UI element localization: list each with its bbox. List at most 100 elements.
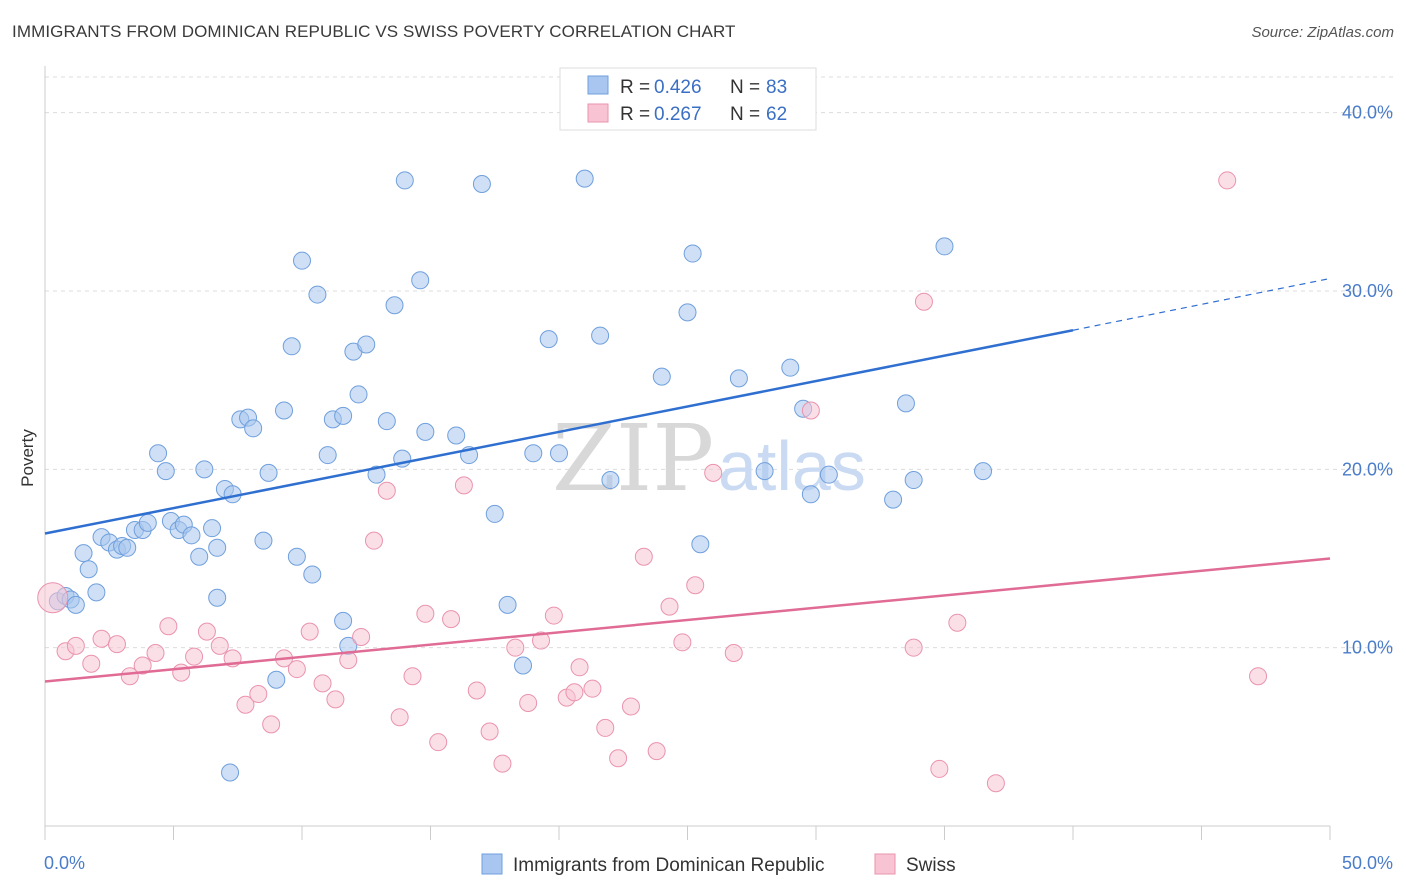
- point-swiss: [480, 722, 499, 741]
- point-swiss: [544, 606, 563, 625]
- point-swiss: [300, 622, 319, 641]
- point-swiss: [660, 597, 679, 616]
- bottom-legend-label-dominican: Immigrants from Dominican Republic: [513, 855, 825, 876]
- point-dominican: [208, 538, 227, 557]
- point-swiss: [403, 667, 422, 686]
- point-dominican: [74, 544, 93, 563]
- axes: [44, 66, 1331, 840]
- point-dominican: [156, 462, 175, 481]
- point-swiss: [326, 690, 345, 709]
- y-tick-label-30: 30.0%: [1342, 281, 1393, 301]
- point-dominican: [287, 547, 306, 566]
- legend-box: R = 0.426 N = 83 R = 0.267 N = 62: [559, 67, 817, 131]
- point-dominican: [904, 471, 923, 490]
- point-dominican: [539, 330, 558, 349]
- point-dominican: [208, 588, 227, 607]
- y-tick-labels: 10.0% 20.0% 30.0% 40.0%: [1342, 103, 1393, 658]
- point-swiss: [82, 654, 101, 673]
- bottom-legend-label-swiss: Swiss: [906, 855, 956, 876]
- point-dominican: [190, 547, 209, 566]
- y-axis-title: Poverty: [18, 429, 37, 487]
- chart-title: IMMIGRANTS FROM DOMINICAN REPUBLIC VS SW…: [12, 22, 736, 41]
- trend-line-extension-dominican: [1072, 277, 1331, 331]
- point-dominican: [349, 385, 368, 404]
- point-dominican: [819, 465, 838, 484]
- point-dominican: [601, 471, 620, 490]
- y-tick-label-20: 20.0%: [1342, 459, 1393, 479]
- point-swiss: [1249, 667, 1268, 686]
- point-swiss: [197, 622, 216, 641]
- point-dominican: [935, 237, 954, 256]
- point-dominican: [195, 460, 214, 479]
- point-swiss: [948, 613, 967, 632]
- point-swiss: [704, 463, 723, 482]
- bottom-legend-swatch-swiss: [874, 853, 896, 875]
- legend-n-value-2: 62: [766, 104, 787, 125]
- point-dominican: [244, 419, 263, 438]
- point-dominican: [411, 271, 430, 290]
- point-dominican: [203, 519, 222, 538]
- point-swiss: [493, 754, 512, 773]
- point-swiss: [92, 629, 111, 648]
- watermark: ZIP atlas: [552, 405, 866, 512]
- legend-n-label-2: N =: [730, 104, 760, 125]
- trend-lines: [44, 277, 1331, 683]
- point-dominican: [691, 535, 710, 554]
- point-swiss: [442, 610, 461, 629]
- point-swiss: [287, 660, 306, 679]
- source-label: Source: ZipAtlas.com: [1251, 24, 1394, 41]
- point-swiss: [364, 531, 383, 550]
- point-dominican: [149, 444, 168, 463]
- point-dominican: [385, 296, 404, 315]
- legend-n-value-1: 83: [766, 77, 787, 98]
- point-dominican: [334, 406, 353, 425]
- point-swiss: [519, 693, 538, 712]
- point-swiss: [532, 631, 551, 650]
- point-dominican: [472, 175, 491, 193]
- point-swiss: [609, 749, 628, 768]
- point-dominican: [884, 490, 903, 509]
- point-dominican: [678, 303, 697, 322]
- point-dominican: [357, 335, 376, 354]
- point-dominican: [447, 426, 466, 445]
- point-swiss: [1218, 171, 1237, 190]
- point-dominican: [267, 670, 286, 689]
- point-dominican: [514, 656, 533, 675]
- point-swiss: [467, 681, 486, 700]
- point-dominican: [282, 337, 301, 356]
- point-dominican: [66, 595, 85, 614]
- point-dominican: [118, 538, 137, 557]
- point-dominican: [259, 463, 278, 482]
- point-dominican: [138, 513, 157, 532]
- watermark-atlas: atlas: [718, 427, 866, 505]
- point-swiss: [390, 708, 409, 727]
- point-dominican: [303, 565, 322, 584]
- point-swiss: [454, 476, 473, 495]
- point-dominican: [683, 244, 702, 263]
- point-dominican: [334, 611, 353, 630]
- point-dominican: [974, 462, 993, 481]
- point-dominican: [87, 583, 106, 602]
- point-dominican: [755, 462, 774, 481]
- point-dominican: [416, 422, 435, 441]
- x-tick-min: 0.0%: [44, 853, 85, 873]
- y-tick-label-40: 40.0%: [1342, 103, 1393, 123]
- bottom-legend: Immigrants from Dominican Republic Swiss: [481, 853, 956, 876]
- point-dominican: [575, 169, 594, 188]
- point-swiss: [429, 733, 448, 752]
- point-dominican: [377, 412, 396, 431]
- legend-r-label-1: R =: [620, 77, 650, 98]
- point-dominican: [498, 595, 517, 614]
- point-dominican: [781, 358, 800, 377]
- point-swiss: [570, 658, 589, 677]
- point-swiss: [565, 683, 584, 702]
- point-dominican: [524, 444, 543, 463]
- x-tick-max: 50.0%: [1342, 853, 1393, 873]
- point-swiss: [801, 401, 820, 420]
- point-dominican: [550, 444, 568, 463]
- legend-r-label-2: R =: [620, 104, 650, 125]
- point-swiss: [930, 759, 949, 778]
- point-dominican: [896, 394, 915, 413]
- point-dominican: [318, 446, 337, 465]
- point-swiss: [673, 633, 692, 652]
